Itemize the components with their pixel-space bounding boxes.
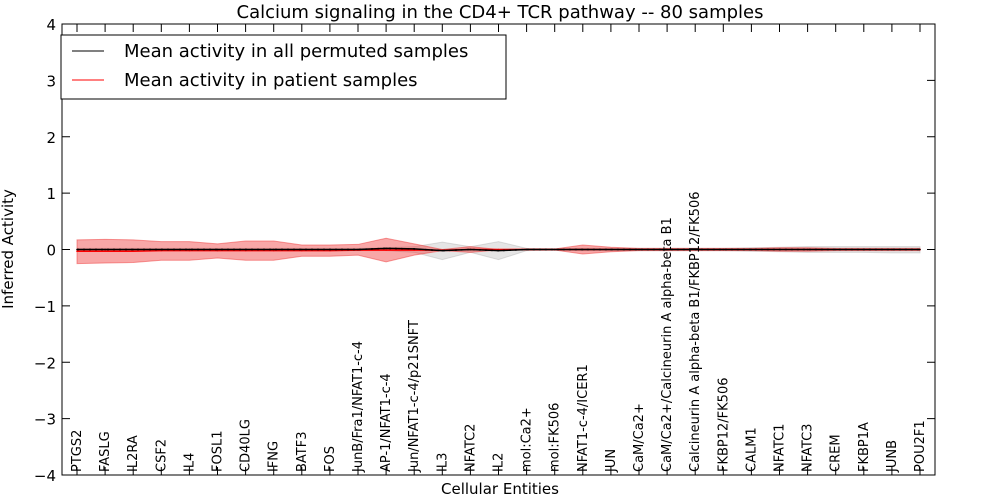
x-tick-label: FOS xyxy=(323,446,338,472)
x-tick-label: NFATC2 xyxy=(463,424,478,472)
data-point xyxy=(76,248,78,251)
legend-label-patient: Mean activity in patient samples xyxy=(124,70,418,91)
data-point xyxy=(778,248,781,251)
x-tick-label: Jun/NFAT1-c-4/p21SNFT xyxy=(407,320,422,473)
data-point xyxy=(329,248,331,251)
x-tick-label: NFATC1 xyxy=(773,424,788,472)
x-tick-label: mol:FK506 xyxy=(548,403,563,472)
x-tick-label: FKBP1A xyxy=(857,422,872,472)
x-tick-label: JunB/Fra1/NFAT1-c-4 xyxy=(351,341,366,473)
data-point xyxy=(863,248,865,251)
x-tick-label: NFAT1-c-4/ICER1 xyxy=(576,364,591,472)
data-point xyxy=(694,248,696,251)
x-tick-label: CaM/Ca2+ xyxy=(632,403,647,472)
data-point xyxy=(834,248,837,251)
data-point xyxy=(104,248,106,251)
data-point xyxy=(525,248,528,251)
x-tick-label: IL3 xyxy=(435,453,450,472)
data-point xyxy=(919,248,921,251)
data-point xyxy=(441,249,444,252)
y-tick-label: 1 xyxy=(46,185,56,203)
data-point xyxy=(132,250,134,252)
data-point xyxy=(666,248,668,251)
data-point xyxy=(497,249,500,252)
data-point xyxy=(385,249,387,251)
x-tick-label: FOSL1 xyxy=(211,431,226,472)
x-axis-label: Cellular Entities xyxy=(441,480,559,498)
x-tick-label: CSF2 xyxy=(154,439,169,472)
y-tick-label: −1 xyxy=(34,298,56,316)
chart-title: Calcium signaling in the CD4+ TCR pathwa… xyxy=(237,2,764,23)
data-point xyxy=(385,247,387,250)
data-point xyxy=(750,248,753,251)
data-point xyxy=(469,248,472,251)
data-point xyxy=(638,248,640,251)
data-point xyxy=(722,248,725,251)
x-tick-label: CALM1 xyxy=(744,427,759,472)
x-tick-label: FKBP12/FK506 xyxy=(716,378,731,473)
x-tick-label: CREM xyxy=(829,434,844,472)
x-tick-label: JUNB xyxy=(885,440,900,473)
x-tick-label: PTGS2 xyxy=(70,430,85,472)
y-tick-label: −2 xyxy=(34,354,56,372)
data-point xyxy=(413,248,416,250)
x-tick-label: mol:Ca2+ xyxy=(520,407,535,472)
x-tick-label: BATF3 xyxy=(295,432,310,473)
y-tick-label: 2 xyxy=(46,129,56,147)
data-point xyxy=(216,248,219,251)
data-point xyxy=(582,248,584,251)
data-point xyxy=(357,248,359,251)
x-tick-label: IL4 xyxy=(182,453,197,472)
data-point xyxy=(188,248,191,251)
x-tick-label: FASLG xyxy=(98,431,113,472)
x-tick-label: IL2RA xyxy=(126,435,141,472)
data-point xyxy=(160,248,163,251)
x-tick-label: JUN xyxy=(604,449,619,473)
data-point xyxy=(76,250,78,252)
y-tick-label: −4 xyxy=(34,467,56,485)
data-point xyxy=(553,248,556,251)
data-point xyxy=(806,248,809,251)
data-point xyxy=(610,248,612,251)
y-tick-label: 4 xyxy=(46,16,56,34)
data-point xyxy=(272,248,275,251)
data-point xyxy=(891,248,893,251)
x-tick-label: AP-1/NFAT1-c-4 xyxy=(379,373,394,472)
y-tick-label: 0 xyxy=(46,242,56,260)
y-tick-label: 3 xyxy=(46,72,56,90)
y-axis-label: Inferred Activity xyxy=(0,189,17,309)
y-tick-label: −3 xyxy=(34,411,56,429)
x-tick-label: NFATC3 xyxy=(801,424,816,472)
x-tick-label: CaM/Ca2+/Calcineurin A alpha-beta B1 xyxy=(660,217,675,472)
data-point xyxy=(301,248,303,251)
legend: Mean activity in all permuted samples Me… xyxy=(60,34,507,100)
x-tick-label: POU2F1 xyxy=(913,420,928,472)
data-point xyxy=(244,248,247,251)
data-point xyxy=(132,248,134,251)
x-tick-label: IFNG xyxy=(267,441,282,472)
x-tick-label: IL2 xyxy=(492,453,507,472)
x-tick-label: CD40LG xyxy=(239,419,254,472)
x-tick-label: Calcineurin A alpha-beta B1/FKBP12/FK506 xyxy=(688,192,703,472)
legend-label-permuted: Mean activity in all permuted samples xyxy=(124,41,468,62)
data-point xyxy=(104,250,106,252)
confidence-band-1 xyxy=(76,237,921,265)
